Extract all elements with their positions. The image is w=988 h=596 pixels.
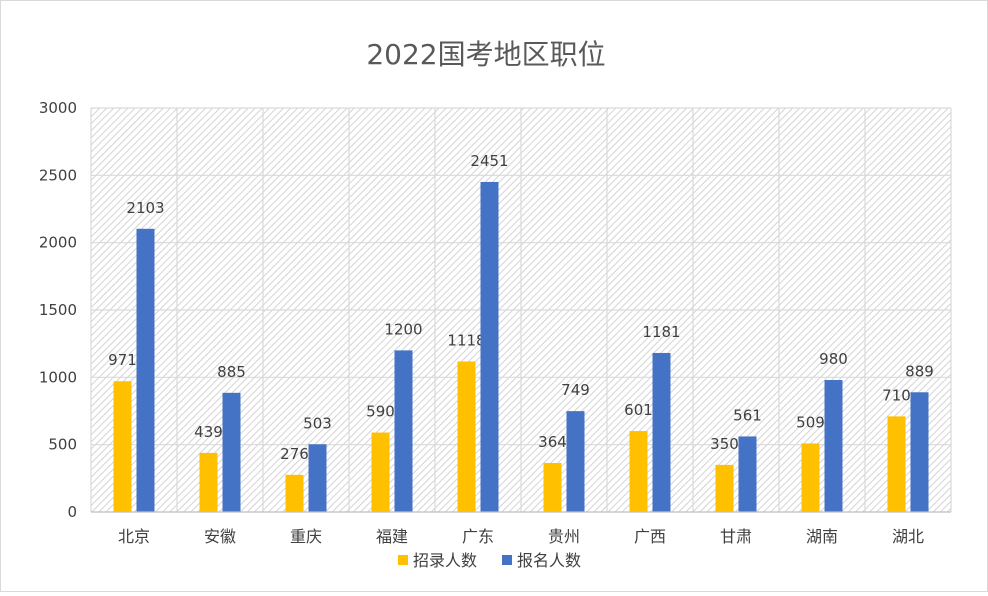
bar-applicant	[480, 181, 499, 512]
y-tick-label: 2000	[39, 234, 77, 252]
bar-recruit	[715, 464, 734, 512]
y-tick-label: 2500	[39, 166, 77, 184]
data-label: 561	[733, 406, 762, 424]
x-tick-label: 福建	[376, 527, 408, 546]
x-tick-label: 甘肃	[720, 527, 752, 546]
bar-applicant	[738, 436, 757, 512]
data-label: 1118	[447, 331, 485, 349]
bar-recruit	[199, 452, 218, 512]
x-tick-label: 安徽	[204, 527, 236, 546]
data-label: 590	[366, 403, 395, 421]
bar-applicant	[910, 392, 929, 512]
data-label: 885	[217, 363, 246, 381]
legend-swatch	[502, 555, 512, 565]
y-tick-label: 0	[67, 503, 77, 521]
data-label: 350	[710, 435, 739, 453]
legend-label: 招录人数	[413, 551, 477, 570]
x-tick-label: 湖南	[806, 527, 838, 546]
legend-label: 报名人数	[517, 551, 581, 570]
x-tick-label: 重庆	[290, 527, 322, 546]
bar-applicant	[136, 228, 155, 512]
data-label: 2103	[126, 199, 164, 217]
chart-title: 2022国考地区职位	[366, 38, 605, 71]
gridlines	[90, 107, 952, 512]
data-label: 889	[905, 362, 934, 380]
y-tick-label: 3000	[39, 99, 77, 117]
data-label: 364	[538, 433, 567, 451]
legend: 招录人数 报名人数	[398, 551, 581, 570]
bar-recruit	[113, 381, 132, 512]
y-tick-label: 500	[48, 436, 77, 454]
bar-applicant	[824, 380, 843, 512]
y-tick-label: 1500	[39, 301, 77, 319]
bar-applicant	[394, 350, 413, 512]
bar-recruit	[887, 416, 906, 512]
data-label: 971	[108, 351, 137, 369]
data-label: 439	[194, 423, 223, 441]
data-label: 1200	[384, 320, 422, 338]
data-label: 1181	[642, 323, 680, 341]
data-label: 2451	[470, 152, 508, 170]
bar-applicant	[652, 352, 671, 512]
data-label: 980	[819, 350, 848, 368]
axes: 0 500 1000 1500 2000 2500 3000 北京 安徽 重庆 福建 广东 贵州 广西 甘肃…	[39, 99, 951, 546]
data-label: 749	[561, 381, 590, 399]
x-tick-label: 贵州	[548, 527, 580, 546]
data-label: 710	[882, 386, 911, 404]
data-label: 276	[280, 445, 309, 463]
bar-applicant	[308, 444, 327, 512]
bar-recruit	[285, 474, 304, 512]
y-tick-label: 1000	[39, 368, 77, 386]
data-label: 601	[624, 401, 653, 419]
bar-recruit	[629, 431, 648, 512]
x-tick-label: 北京	[118, 527, 150, 546]
bar-recruit	[801, 443, 820, 512]
data-label: 503	[303, 414, 332, 432]
bar-applicant	[222, 392, 241, 512]
x-tick-label: 广东	[462, 527, 494, 546]
bar-recruit	[371, 432, 390, 512]
legend-swatch	[398, 555, 408, 565]
x-tick-label: 湖北	[892, 527, 924, 546]
bar-applicant	[566, 411, 585, 512]
bar-recruit	[543, 462, 562, 512]
bars: 971 2103 439 885 276 503 590 1200 1118 2451 364 749…	[108, 152, 934, 512]
x-tick-label: 广西	[634, 527, 666, 546]
data-label: 509	[796, 413, 825, 431]
bar-recruit	[457, 361, 476, 512]
